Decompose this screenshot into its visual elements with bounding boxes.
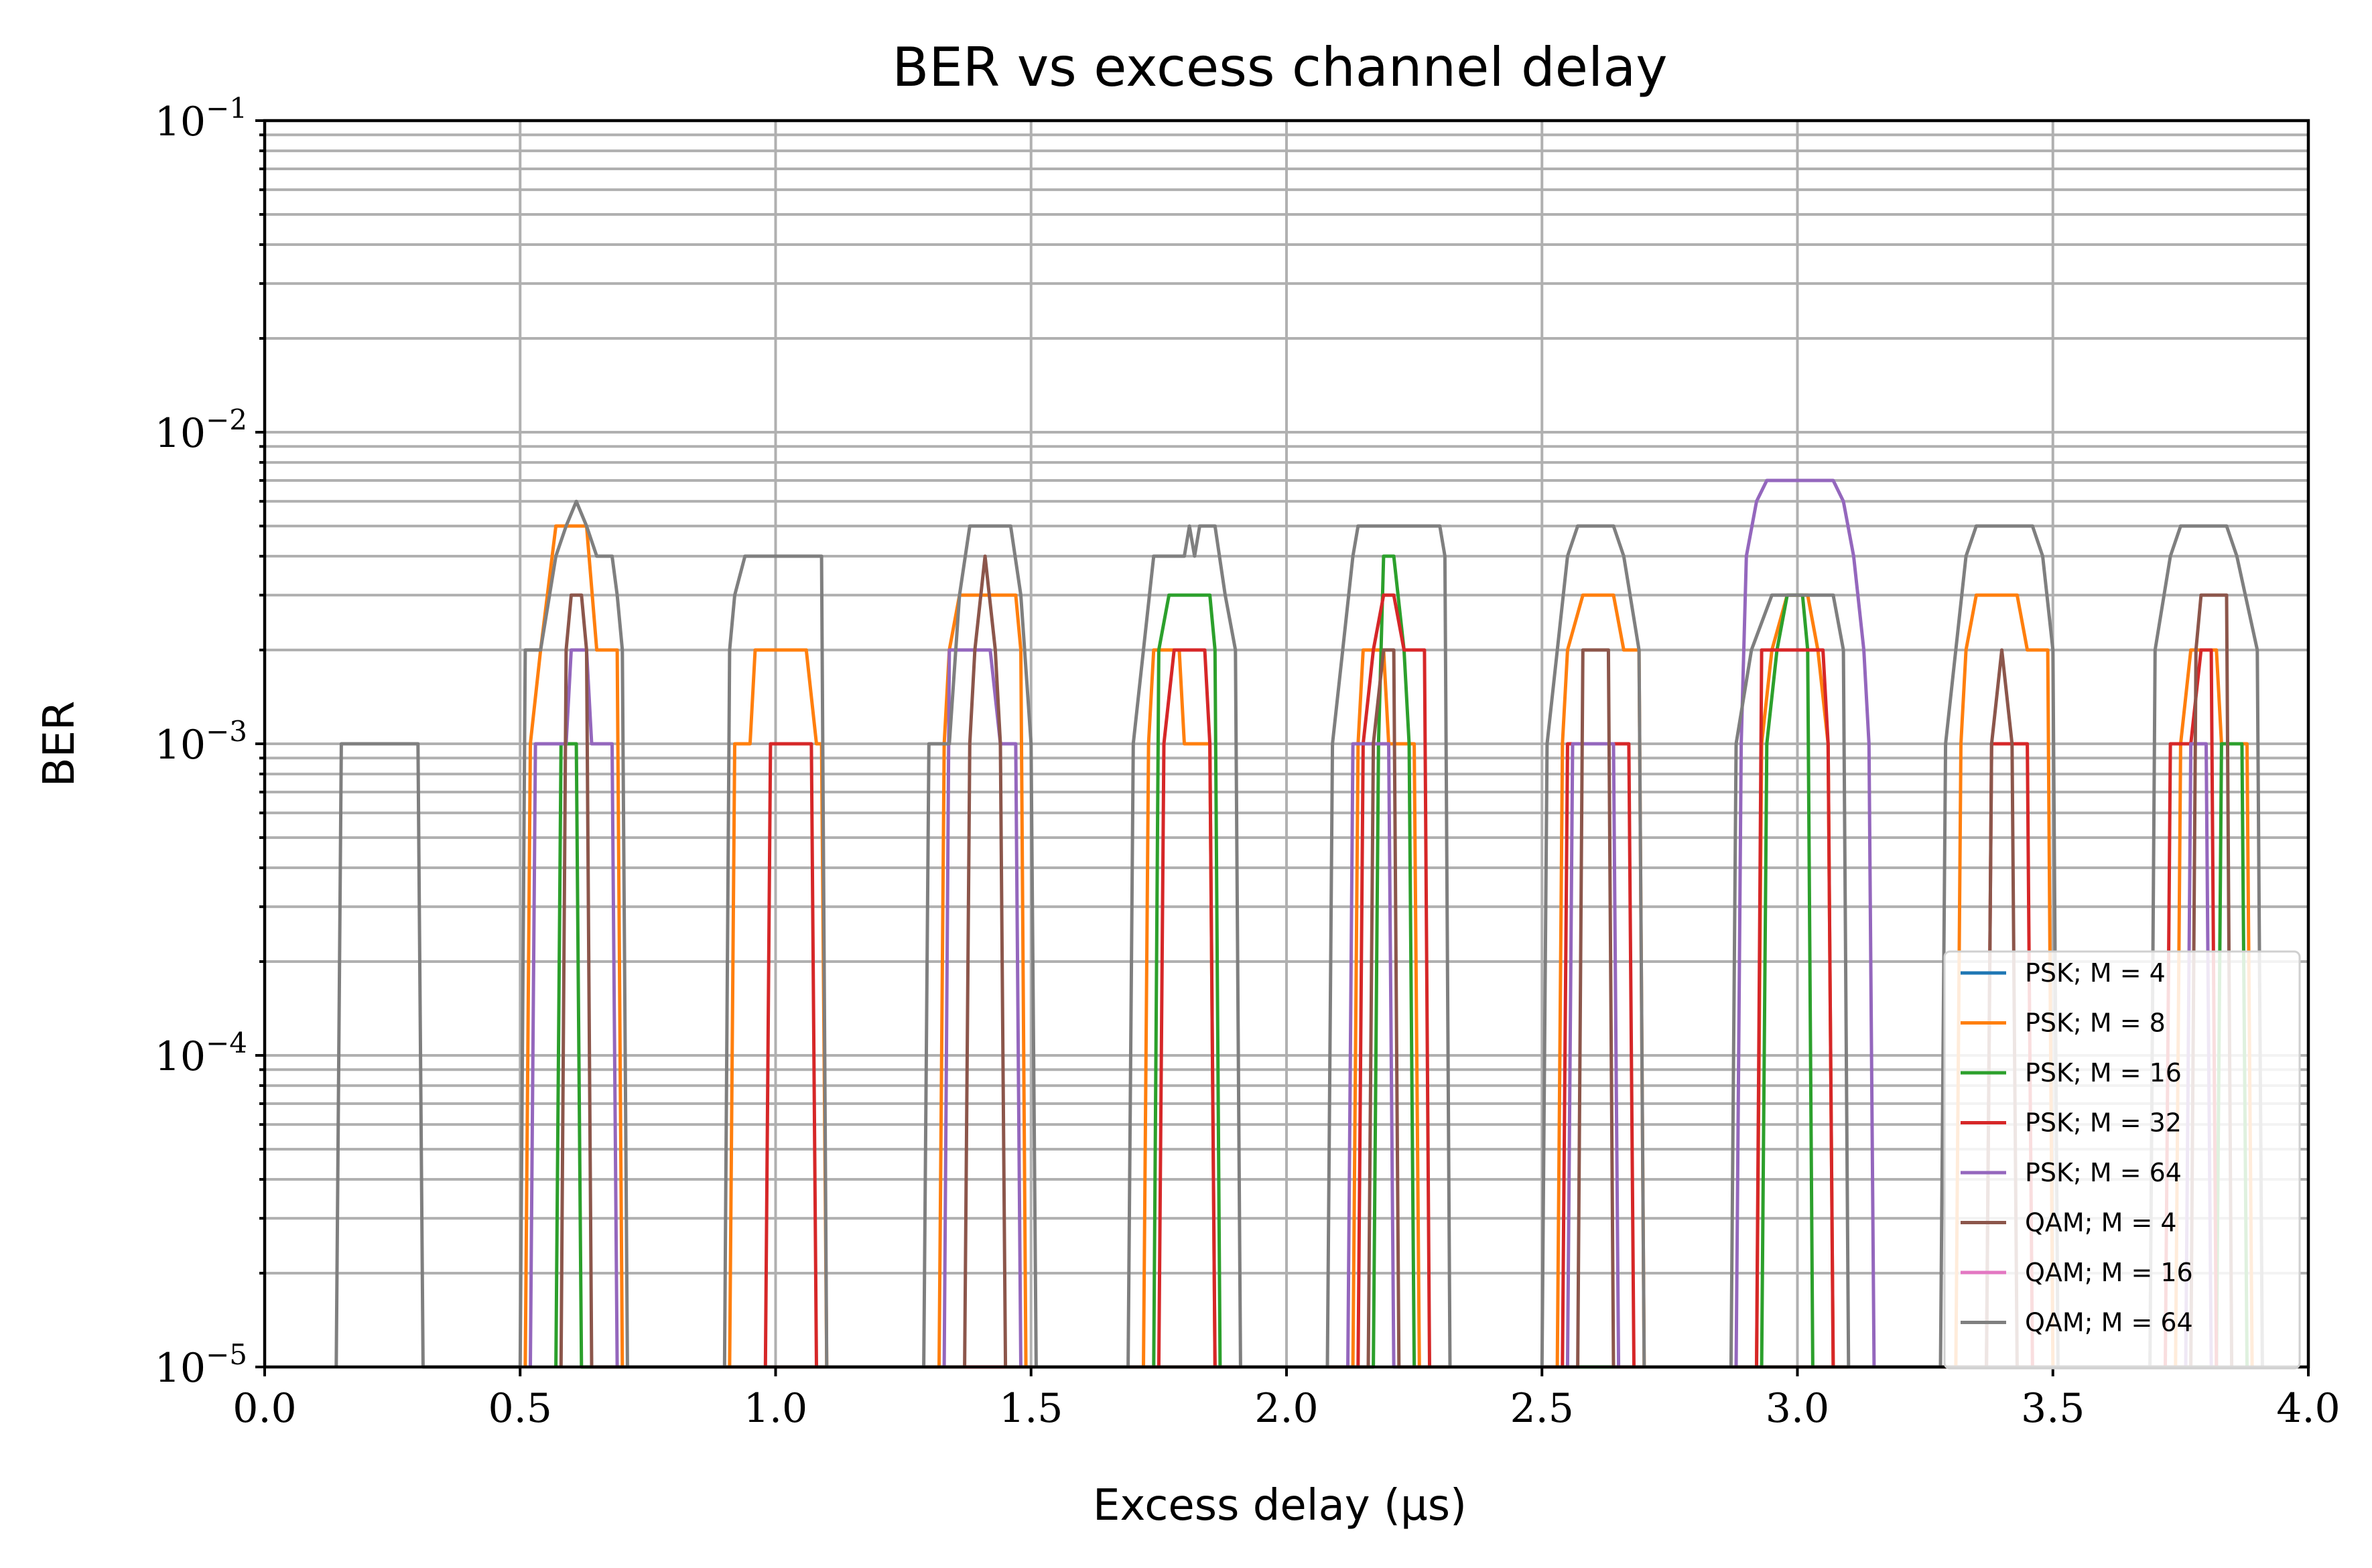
x-tick-label: 1.0: [744, 1385, 807, 1432]
x-tick-label: 1.5: [999, 1385, 1063, 1432]
legend-label: QAM; M = 64: [2025, 1308, 2193, 1337]
y-tick-label: 10−2: [155, 403, 247, 457]
x-tick-label: 2.5: [1510, 1385, 1574, 1432]
x-tick-label: 0.0: [233, 1385, 296, 1432]
legend-label: PSK; M = 64: [2025, 1158, 2182, 1187]
legend-label: PSK; M = 32: [2025, 1108, 2182, 1138]
legend-label: QAM; M = 16: [2025, 1258, 2193, 1287]
y-tick-label: 10−1: [155, 92, 247, 145]
chart-title: BER vs excess channel delay: [892, 36, 1667, 99]
x-tick-label: 4.0: [2276, 1385, 2340, 1432]
y-tick-label: 10−4: [155, 1027, 247, 1080]
axis-ticks: 0.0 0.5 1.0 1.5 2.0 2.5 3.0 3.5 4.0 10−5 10−4 10−3 1…: [155, 92, 2341, 1432]
x-tick-label: 0.5: [488, 1385, 552, 1432]
y-tick-label: 10−5: [155, 1338, 247, 1392]
legend-label: PSK; M = 4: [2025, 958, 2166, 988]
y-axis-label: BER: [35, 701, 84, 787]
x-tick-label: 3.5: [2021, 1385, 2085, 1432]
legend-label: QAM; M = 4: [2025, 1208, 2177, 1238]
series-line-qam-m-64: [334, 499, 2264, 1369]
x-axis-label: Excess delay (μs): [1093, 1481, 1467, 1530]
series-line-psk-m-8: [523, 524, 2254, 1369]
series-line-psk-m-16: [554, 554, 2249, 1369]
legend-label: PSK; M = 16: [2025, 1058, 2182, 1088]
y-tick-label: 10−3: [155, 715, 247, 769]
legend-label: PSK; M = 8: [2025, 1008, 2166, 1038]
x-tick-label: 3.0: [1766, 1385, 1829, 1432]
legend-box: [1943, 950, 2301, 1370]
x-tick-label: 2.0: [1254, 1385, 1318, 1432]
legend: PSK; M = 4 PSK; M = 8 PSK; M = 16 PSK; M = …: [1943, 950, 2301, 1370]
